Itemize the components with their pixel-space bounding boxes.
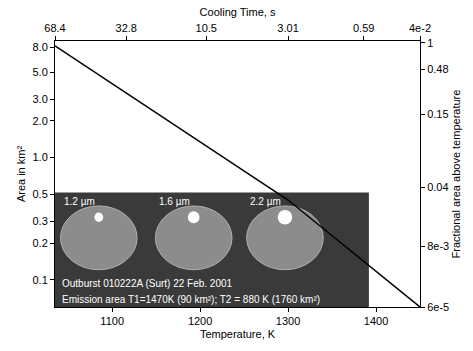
- svg-text:5.0: 5.0: [33, 66, 48, 78]
- svg-text:68.4: 68.4: [44, 22, 65, 34]
- svg-text:0.2: 0.2: [33, 237, 48, 249]
- svg-text:2.2 µm: 2.2 µm: [250, 196, 281, 207]
- svg-text:8.0: 8.0: [33, 41, 48, 53]
- svg-text:0.59: 0.59: [353, 22, 374, 34]
- svg-text:3.0: 3.0: [33, 93, 48, 105]
- svg-text:1200: 1200: [188, 315, 212, 327]
- svg-text:0.5: 0.5: [33, 188, 48, 200]
- svg-text:1400: 1400: [364, 315, 388, 327]
- svg-text:Temperature, K: Temperature, K: [200, 328, 276, 340]
- svg-text:1.0: 1.0: [33, 151, 48, 163]
- svg-text:Fractional area above temperat: Fractional area above temperature: [450, 90, 462, 259]
- svg-text:4e-2: 4e-2: [409, 22, 431, 34]
- svg-text:1.2 µm: 1.2 µm: [64, 196, 95, 207]
- svg-text:Outburst 010222A (Surt) 22 Feb: Outburst 010222A (Surt) 22 Feb. 2001: [62, 278, 233, 289]
- svg-text:6e-5: 6e-5: [427, 301, 449, 313]
- svg-text:Area in km²: Area in km²: [15, 146, 27, 203]
- svg-text:0.04: 0.04: [427, 181, 448, 193]
- svg-text:10.5: 10.5: [196, 22, 217, 34]
- svg-text:1100: 1100: [100, 315, 124, 327]
- svg-text:3.01: 3.01: [277, 22, 298, 34]
- svg-text:1.6 µm: 1.6 µm: [159, 196, 190, 207]
- svg-text:Cooling Time, s: Cooling Time, s: [200, 6, 276, 18]
- svg-text:Emission area T1=1470K (90 km²: Emission area T1=1470K (90 km²); T2 = 88…: [62, 294, 320, 305]
- svg-text:0.15: 0.15: [427, 108, 448, 120]
- svg-text:0.48: 0.48: [427, 63, 448, 75]
- svg-text:1: 1: [427, 37, 433, 49]
- svg-text:0.3: 0.3: [33, 215, 48, 227]
- svg-text:0.1: 0.1: [33, 274, 48, 286]
- svg-text:2.0: 2.0: [33, 115, 48, 127]
- svg-text:1300: 1300: [276, 315, 300, 327]
- svg-text:8e-3: 8e-3: [427, 240, 449, 252]
- svg-text:32.8: 32.8: [116, 22, 137, 34]
